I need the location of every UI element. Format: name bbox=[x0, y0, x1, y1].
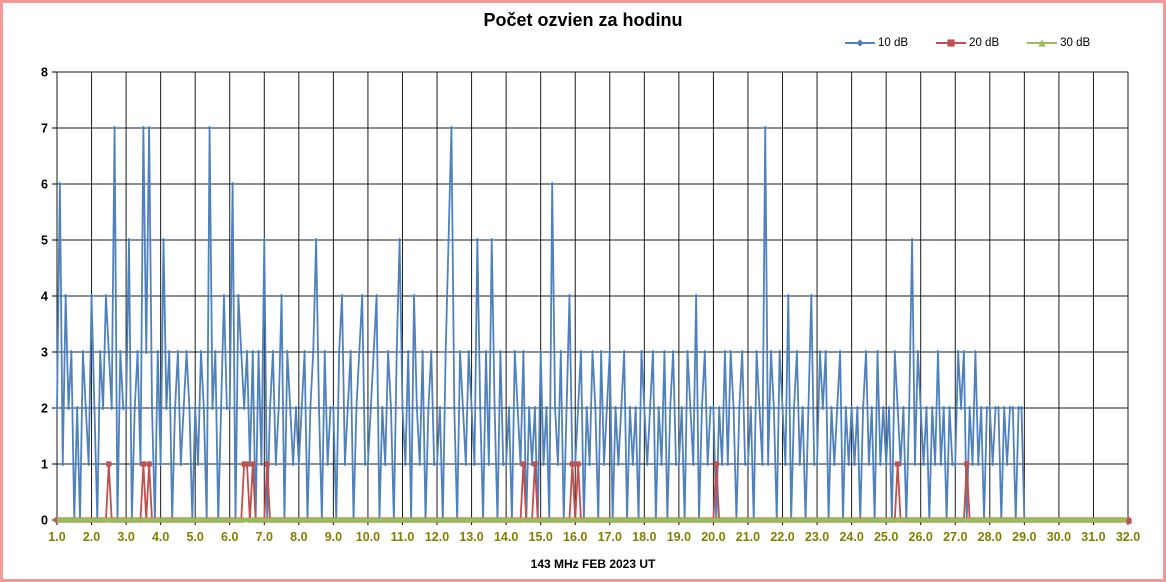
y-tick-label: 7 bbox=[41, 122, 48, 136]
x-tick-label: 21.0 bbox=[736, 530, 760, 544]
legend-item-20db: 20 dB bbox=[936, 37, 999, 49]
y-tick-label: 8 bbox=[41, 66, 48, 80]
x-tick-label: 18.0 bbox=[632, 530, 656, 544]
legend: 10 dB 20 dB 30 dB bbox=[845, 37, 1090, 49]
x-tick-label: 13.0 bbox=[459, 530, 483, 544]
x-tick-label: 1.0 bbox=[48, 530, 65, 544]
x-tick-label: 32.0 bbox=[1116, 530, 1140, 544]
x-tick-labels: 1.0 2.0 3.0 4.0 5.0 6.0 7.0 8.0 9.0 10.0 11.0 12.0 1… bbox=[48, 530, 1140, 544]
x-tick-label: 3.0 bbox=[117, 530, 134, 544]
y-tick-labels: 0 1 2 3 4 5 6 7 8 bbox=[41, 66, 48, 528]
legend-item-30db: 30 dB bbox=[1027, 37, 1090, 49]
x-axis-title: 143 MHz FEB 2023 UT bbox=[530, 557, 656, 571]
x-tick-label: 26.0 bbox=[909, 530, 933, 544]
x-tick-label: 30.0 bbox=[1047, 530, 1071, 544]
x-tick-label: 17.0 bbox=[598, 530, 622, 544]
x-tick-label: 23.0 bbox=[805, 530, 829, 544]
x-tick-label: 9.0 bbox=[325, 530, 342, 544]
x-tick-label: 29.0 bbox=[1012, 530, 1036, 544]
x-tick-label: 4.0 bbox=[152, 530, 169, 544]
x-tick-label: 31.0 bbox=[1081, 530, 1105, 544]
x-tick-label: 22.0 bbox=[770, 530, 794, 544]
y-tick-label: 0 bbox=[41, 514, 48, 528]
legend-label: 30 dB bbox=[1060, 37, 1091, 49]
x-tick-label: 24.0 bbox=[839, 530, 863, 544]
x-tick-label: 12.0 bbox=[425, 530, 449, 544]
y-tick-label: 2 bbox=[41, 402, 48, 416]
y-tick-label: 1 bbox=[41, 458, 48, 472]
x-tick-label: 27.0 bbox=[943, 530, 967, 544]
x-tick-label: 14.0 bbox=[494, 530, 518, 544]
x-tick-label: 16.0 bbox=[563, 530, 587, 544]
y-tick-label: 4 bbox=[41, 290, 48, 304]
legend-label: 10 dB bbox=[878, 37, 909, 49]
x-tick-label: 19.0 bbox=[667, 530, 691, 544]
x-tick-label: 2.0 bbox=[83, 530, 100, 544]
x-tick-label: 15.0 bbox=[529, 530, 553, 544]
x-tick-label: 10.0 bbox=[356, 530, 380, 544]
legend-marker-square-icon bbox=[936, 39, 967, 47]
x-tick-label: 6.0 bbox=[221, 530, 238, 544]
x-tick-label: 8.0 bbox=[290, 530, 307, 544]
x-tick-label: 28.0 bbox=[978, 530, 1002, 544]
x-tick-label: 20.0 bbox=[701, 530, 725, 544]
legend-label: 20 dB bbox=[969, 37, 1000, 49]
y-tick-label: 3 bbox=[41, 346, 48, 360]
x-tick-label: 5.0 bbox=[186, 530, 203, 544]
legend-marker-triangle-icon bbox=[1027, 39, 1058, 47]
y-tick-label: 5 bbox=[41, 234, 48, 248]
legend-item-10db: 10 dB bbox=[845, 37, 908, 49]
y-tick-label: 6 bbox=[41, 178, 48, 192]
x-tick-label: 11.0 bbox=[391, 530, 415, 544]
x-tick-label: 7.0 bbox=[256, 530, 273, 544]
series-20dB-end-marker bbox=[1126, 518, 1132, 524]
chart-title: Počet ozvien za hodinu bbox=[483, 10, 683, 30]
x-tick-label: 25.0 bbox=[874, 530, 898, 544]
legend-marker-diamond-icon bbox=[845, 39, 875, 47]
series-20dB bbox=[54, 461, 1131, 523]
